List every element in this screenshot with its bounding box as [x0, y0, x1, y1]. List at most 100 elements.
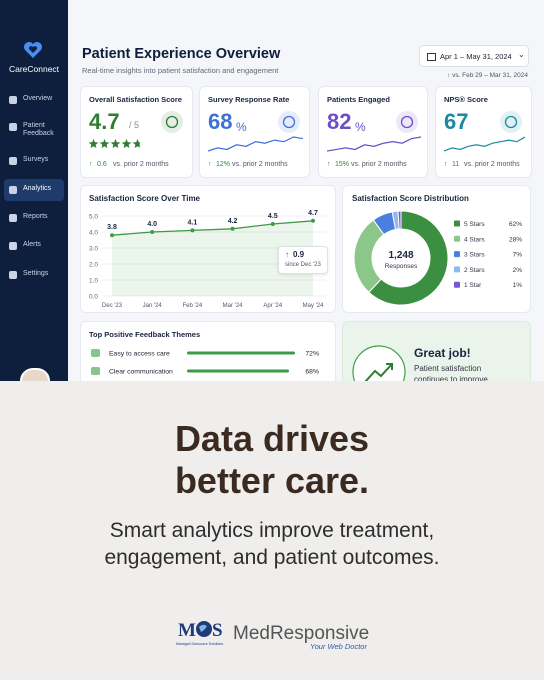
point: [110, 233, 114, 238]
donut-chart: 5 Stars 62% 4 Stars 28% 3 Stars 7% 2 Stars 2% 1 …: [353, 210, 523, 306]
theme-icon: [91, 349, 100, 357]
logo-tagline: Managed Outsource Solutions: [176, 642, 224, 646]
trend-arrow: [364, 363, 393, 381]
icon-ring: [282, 115, 296, 129]
nav-icon: [9, 186, 17, 194]
brand-logo: [24, 42, 42, 58]
value-label: 4.0: [147, 221, 157, 228]
x-tick-label: May '24: [303, 303, 324, 309]
sparkline-line: [444, 136, 525, 152]
logo-left: M: [178, 620, 196, 641]
page-title: Patient Experience Overview: [82, 46, 281, 62]
legend-label: 4 Stars: [464, 236, 485, 243]
legend-swatch: [454, 266, 460, 273]
legend-label: 5 Stars: [464, 221, 485, 228]
legend-swatch: [454, 220, 460, 227]
comparison: ↑ vs. Feb 29 – Mar 31, 2024: [447, 72, 528, 79]
nav-item[interactable]: Settings: [4, 264, 64, 286]
icon-shape: [9, 157, 17, 165]
kpi-icon: [396, 111, 418, 133]
x-tick-label: Jan '24: [143, 303, 163, 309]
legend-swatch: [454, 235, 460, 242]
kpi-change: 15%: [335, 161, 350, 168]
kpi-label: NPS® Score: [444, 95, 488, 104]
kpi-change: 11: [452, 161, 460, 168]
star: [110, 139, 121, 148]
annotation-value: 0.9: [293, 250, 305, 259]
date-picker[interactable]: Apr 1 – May 31, 2024 ⌄: [419, 45, 529, 67]
icon-bg: [396, 111, 418, 133]
nav-item[interactable]: Patient Feedback: [4, 116, 64, 144]
icon-shape: [9, 186, 17, 194]
point: [270, 222, 275, 226]
x-tick-label: Dec '23: [102, 303, 123, 309]
legend-value: 2%: [513, 267, 523, 274]
kpi-card: Patients Engaged 82% ↑ 15% vs. prior 2 month…: [318, 86, 428, 178]
y-tick-label: 4.0: [89, 230, 98, 237]
value-label: 4.7: [308, 210, 318, 217]
star: [121, 139, 132, 148]
x-tick-label: Mar '24: [223, 303, 243, 309]
stars: [88, 139, 143, 148]
nav-label: Reports: [23, 213, 48, 220]
legend-value: 1%: [513, 282, 523, 289]
nav-icon: [9, 271, 17, 279]
callout-text: Patient satisfaction continues to improv…: [414, 364, 488, 381]
chart-title: Satisfaction Score Distribution: [352, 194, 469, 203]
kpi-value: 82: [327, 109, 352, 134]
nav-item[interactable]: Reports: [4, 207, 64, 229]
kpi-arrow: ↑: [89, 161, 93, 168]
nav-label: Settings: [23, 270, 49, 277]
point: [311, 218, 315, 223]
icon-ring: [352, 345, 406, 381]
kpi-card: Survey Response Rate 68% ↑ 12% vs. prior 2 m…: [199, 86, 310, 178]
nav-item[interactable]: Overview: [4, 89, 64, 111]
nav-item[interactable]: Analytics: [4, 179, 64, 201]
kpi-note: vs. prior 2 months: [351, 161, 407, 168]
kpi-label: Overall Satisfaction Score: [89, 95, 182, 104]
legend-value: 28%: [509, 236, 522, 243]
value-label: 3.8: [107, 224, 117, 231]
date-range: Apr 1 – May 31, 2024: [440, 52, 512, 61]
callout-card: Great job! Patient satisfaction continues…: [342, 321, 531, 381]
y-tick-label: 3.0: [89, 246, 98, 253]
donut-slice: [368, 210, 449, 306]
nav-item[interactable]: Surveys: [4, 150, 64, 172]
annotation: ↑ 0.9 since Dec '23: [278, 246, 328, 274]
kpi-icon: [500, 111, 522, 133]
chevron: ⌄: [518, 50, 525, 59]
logo-slogan: Your Web Doctor: [310, 642, 367, 651]
icon-ring: [165, 115, 179, 129]
icon-bg: [278, 111, 300, 133]
logo-right: S: [212, 620, 223, 641]
kpi-icon: [161, 111, 183, 133]
y-tick-label: 1.0: [89, 278, 98, 285]
star: [132, 139, 140, 148]
kpi-value: 67: [444, 109, 469, 134]
x-tick-label: Feb '24: [182, 303, 202, 309]
icon-ring: [400, 115, 414, 129]
globe: [196, 621, 212, 637]
nav-icon: [9, 96, 17, 104]
kpi-unit: / 5: [129, 120, 140, 130]
sidebar: CareConnect Overview Patient Feedback Surv…: [0, 0, 68, 381]
kpi-card: Overall Satisfaction Score 4.7 / 5 ↑ 0.6 vs. …: [80, 86, 193, 178]
y-tick-label: 0.0: [89, 294, 98, 301]
chart-title: Satisfaction Score Over Time: [89, 194, 201, 203]
point: [190, 228, 195, 233]
kpi-label: Survey Response Rate: [208, 95, 290, 104]
y-tick-label: 2.0: [89, 262, 98, 269]
kpi-note: vs. prior 2 months: [464, 161, 520, 168]
kpi-change: 12%: [216, 161, 231, 168]
legend-label: 3 Stars: [464, 252, 485, 259]
nav-item[interactable]: Alerts: [4, 235, 64, 257]
icon-shape: [9, 123, 17, 131]
headline-wrap: Data drives better care.: [0, 418, 544, 502]
donut-total-label: Responses: [385, 263, 418, 270]
theme-label: Clear communication: [109, 369, 173, 376]
kpi-note: vs. prior 2 months: [113, 161, 169, 168]
kpi-unit: %: [355, 120, 366, 134]
nav-label: Analytics: [23, 185, 52, 192]
dashboard: CareConnect Overview Patient Feedback Surv…: [0, 0, 544, 381]
theme-bar: [187, 351, 295, 355]
